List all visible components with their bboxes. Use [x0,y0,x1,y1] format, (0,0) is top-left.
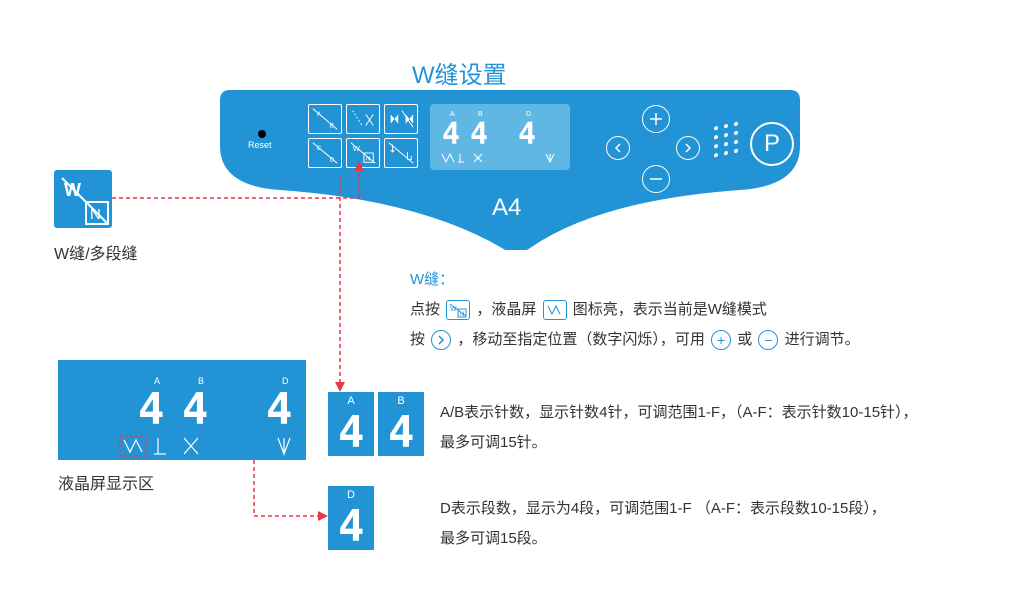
seg-a-digit: 4 [338,407,365,455]
panel-btn-mode-a[interactable]: AB [308,104,342,134]
w-stitch-icon-label: W缝/多段缝 [54,240,138,264]
panel-btn-speed[interactable] [384,104,418,134]
svg-text:4: 4 [266,384,293,435]
svg-text:W: W [64,180,81,200]
seg-block-a: A 4 [328,392,374,456]
desc-line1: 点按 WN ，液晶屏 图标亮，表示当前是W缝模式 [410,295,990,325]
svg-text:B: B [330,122,334,129]
inline-right-icon [431,330,451,350]
desc-line3b: 最多可调15针。 [440,428,1000,458]
desc-line4b: 最多可调15段。 [440,524,1000,554]
p-button[interactable]: P [750,122,794,166]
connector-panel-ab [334,176,354,396]
desc-line2: 按 ，移动至指定位置（数字闪烁），可用 + 或 − 进行调节。 [410,325,990,355]
speaker-grille [714,121,739,157]
svg-text:W: W [353,144,361,153]
w-stitch-icon-box: WN [54,170,112,228]
svg-text:4: 4 [470,117,488,152]
seg-block-b: B 4 [378,392,424,456]
description-block: W缝： 点按 WN ，液晶屏 图标亮，表示当前是W缝模式 按 ，移动至指定位置（… [410,265,990,355]
seg-a-label: A [347,395,354,407]
minus-button[interactable] [642,165,670,193]
svg-text:W: W [450,306,457,313]
lcd-area-label: 液晶屏显示区 [58,470,154,494]
svg-text:4: 4 [442,117,460,152]
reset-label: Reset [248,140,272,150]
svg-text:4: 4 [518,117,536,152]
desc-line4: D表示段数，显示为4段，可调范围1-F （A-F：表示段数10-15段）， [440,494,1000,524]
seg-block-d: D 4 [328,486,374,550]
panel-btn-needle[interactable] [384,138,418,168]
right-button[interactable] [676,136,700,160]
svg-text:4: 4 [138,384,165,435]
svg-text:C: C [317,145,322,152]
a4-label: A4 [492,194,521,222]
desc-line3: A/B表示针数，显示针数4针，可调范围1-F，（A-F：表示针数10-15针）， [440,398,1000,428]
lcd-display-area: ABD 444 [58,360,306,460]
seg-b-label: B [397,395,404,407]
seg-d-label: D [347,489,355,501]
connector-iconbox-panel [112,155,372,205]
inline-w-wave-icon [543,300,567,320]
inline-minus-icon: − [758,330,778,350]
svg-text:4: 4 [182,384,209,435]
svg-text:N: N [460,312,464,318]
svg-text:A: A [317,111,322,118]
reset-dot[interactable] [258,130,266,138]
panel-btn-trim[interactable] [346,104,380,134]
lcd-panel-small: ABD 444 [430,104,570,170]
plus-button[interactable] [642,105,670,133]
inline-plus-icon: + [711,330,731,350]
seg-b-digit: 4 [388,407,415,455]
w-stitch-desc-title: W缝： [410,265,990,295]
page-title: W缝设置 [412,55,507,90]
left-button[interactable] [606,136,630,160]
inline-w-n-icon: WN [446,300,470,320]
seg-d-digit: 4 [338,501,365,549]
desc-d: D表示段数，显示为4段，可调范围1-F （A-F：表示段数10-15段）， 最多… [440,494,1000,554]
connector-lcd-d [248,460,338,524]
desc-ab: A/B表示针数，显示针数4针，可调范围1-F，（A-F：表示针数10-15针），… [440,398,1000,458]
svg-text:N: N [90,206,101,223]
